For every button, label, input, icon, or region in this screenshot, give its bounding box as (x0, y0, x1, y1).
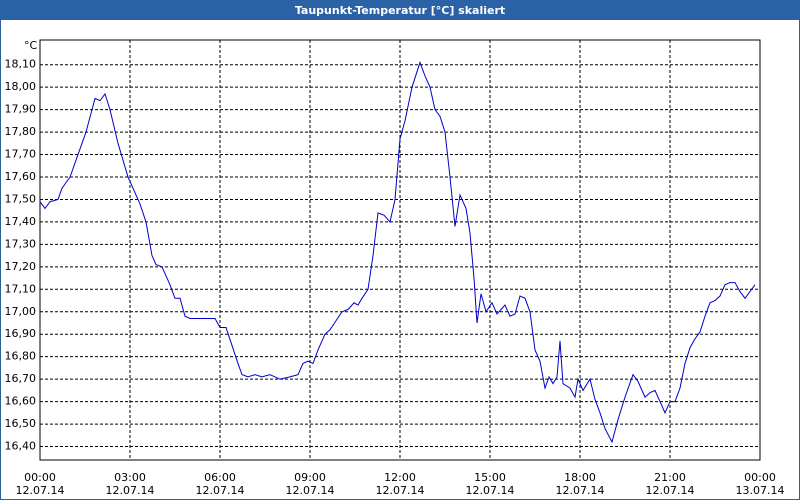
x-tick-label: 03:00 (114, 471, 146, 484)
y-tick-label: 17,60 (5, 170, 37, 183)
x-tick-label: 06:00 (204, 471, 236, 484)
y-tick-label: 16,70 (5, 372, 37, 385)
y-tick-label: 17,50 (5, 192, 37, 205)
y-tick-label: 16,80 (5, 350, 37, 363)
x-tick-label: 21:00 (654, 471, 686, 484)
x-tick-date: 13.07.14 (736, 484, 785, 497)
x-tick-date: 12.07.14 (466, 484, 515, 497)
x-tick-label: 12:00 (384, 471, 416, 484)
y-tick-label: 16,60 (5, 395, 37, 408)
y-tick-label: 17,00 (5, 305, 37, 318)
y-tick-label: 17,40 (5, 215, 37, 228)
x-tick-label: 15:00 (474, 471, 506, 484)
x-tick-label: 09:00 (294, 471, 326, 484)
x-tick-date: 12.07.14 (286, 484, 335, 497)
x-tick-date: 12.07.14 (196, 484, 245, 497)
x-tick-date: 12.07.14 (106, 484, 155, 497)
y-tick-label: 17,90 (5, 103, 37, 116)
x-tick-date: 12.07.14 (556, 484, 605, 497)
chart-title: Taupunkt-Temperatur [°C] skaliert (295, 4, 505, 17)
title-bar (0, 0, 800, 20)
x-tick-label: 00:00 (744, 471, 776, 484)
y-tick-label: 18,00 (5, 80, 37, 93)
y-tick-label: 16,50 (5, 417, 37, 430)
x-tick-label: 00:00 (24, 471, 56, 484)
x-tick-date: 12.07.14 (376, 484, 425, 497)
y-tick-label: 18,10 (5, 58, 37, 71)
y-unit: °C (24, 39, 38, 52)
x-tick-label: 18:00 (564, 471, 596, 484)
y-tick-label: 17,10 (5, 282, 37, 295)
y-tick-label: 17,30 (5, 237, 37, 250)
y-tick-label: 17,70 (5, 148, 37, 161)
data-line (39, 60, 756, 444)
y-tick-label: 16,90 (5, 327, 37, 340)
y-tick-label: 17,80 (5, 125, 37, 138)
y-tick-label: 17,20 (5, 260, 37, 273)
x-tick-date: 12.07.14 (646, 484, 695, 497)
x-tick-date: 12.07.14 (16, 484, 65, 497)
y-tick-label: 16,40 (5, 440, 37, 453)
